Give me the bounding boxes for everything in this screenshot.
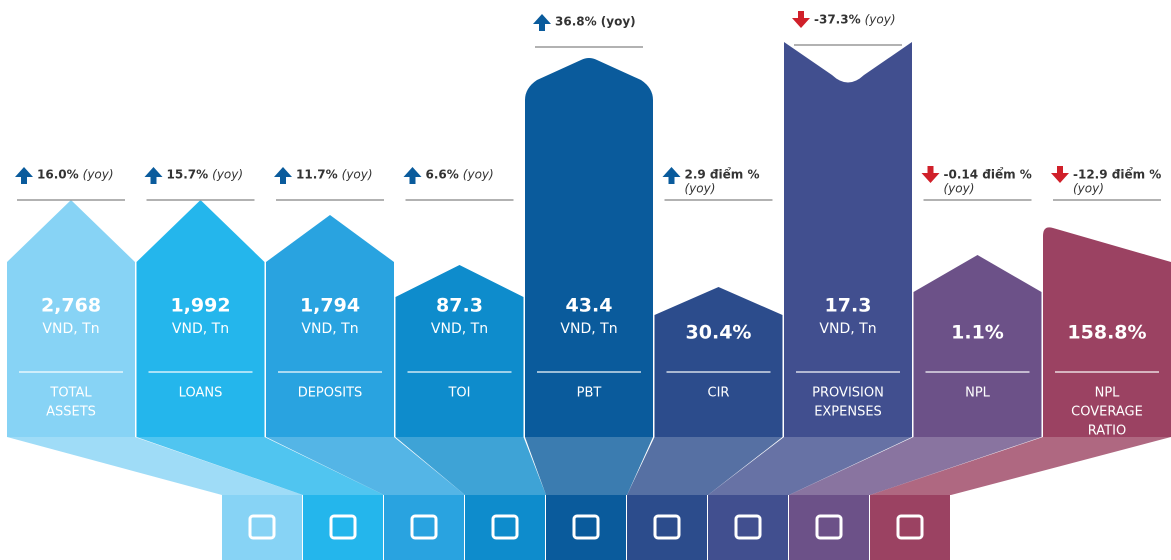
change-note: (yoy) [212,168,243,182]
icon [653,514,681,540]
change-text: 15.7% [167,168,209,182]
unit: VND, Tn [172,321,229,337]
trend-arrow [1051,166,1069,183]
label: PROVISION [812,386,884,401]
change-text: 36.8% (yoy) [555,15,636,29]
label: DEPOSITS [298,386,363,401]
unit: VND, Tn [819,321,876,337]
funnel [870,437,1171,495]
trend-arrow [921,166,940,183]
icon [248,514,276,540]
label: RATIO [1088,424,1126,439]
change-text: 2.9 điểm % [685,167,760,182]
value: 1.1% [951,322,1004,344]
change-note: (yoy) [83,168,114,182]
trend-arrow [144,167,163,184]
column [136,200,265,437]
funnel [136,437,384,495]
value: 2,768 [41,295,101,317]
value: 1,794 [300,295,360,317]
unit: VND, Tn [301,321,358,337]
icon [491,514,519,540]
label: ASSETS [46,405,96,420]
funnel [395,437,546,495]
value: 158.8% [1067,322,1146,344]
change-note: (yoy) [463,168,494,182]
icon [572,514,600,540]
label: LOANS [179,386,223,401]
icon-box [546,495,626,560]
change-text: -0.14 điểm % [944,167,1032,182]
funnel [627,437,783,495]
column [913,255,1042,437]
trend-arrow [662,167,681,184]
label: PBT [577,386,602,401]
change-note: (yoy) [685,182,716,196]
column [784,42,912,437]
label: COVERAGE [1071,405,1143,420]
unit: VND, Tn [560,321,617,337]
column [654,287,783,437]
label: NPL [1095,386,1121,401]
unit: VND, Tn [431,321,488,337]
funnel [708,437,912,495]
icon [815,514,843,540]
icon-box [384,495,464,560]
change-text: 6.6% [426,168,459,182]
change-note: (yoy) [1073,182,1104,196]
column [266,215,394,437]
value: 87.3 [436,295,483,317]
unit: VND, Tn [42,321,99,337]
value: 1,992 [170,295,230,317]
label: EXPENSES [814,405,882,420]
trend-arrow [15,167,33,184]
trend-arrow [403,167,422,184]
change-note: (yoy) [944,182,975,196]
column [1043,227,1171,437]
funnel [789,437,1042,495]
trend-arrow [533,14,551,31]
trend-arrow [792,11,810,28]
value: 17.3 [825,295,872,317]
icon-box [870,495,950,560]
change-text: -37.3% [814,13,861,27]
column [7,200,135,437]
icon [329,514,357,540]
column [395,265,524,437]
funnel [7,437,303,495]
value: 30.4% [686,322,752,344]
change-text: 11.7% [296,168,338,182]
icon-box [303,495,383,560]
icon-box [789,495,869,560]
column [525,58,653,437]
label: CIR [708,386,730,401]
change-note: (yoy) [342,168,373,182]
icon [896,514,924,540]
icon-box [627,495,707,560]
icon [734,514,762,540]
change-note: (yoy) [865,13,896,27]
value: 43.4 [566,295,613,317]
funnel [525,437,653,495]
change-text: 16.0% [37,168,79,182]
icon-box [465,495,545,560]
icon [410,514,438,540]
label: NPL [965,386,991,401]
change-text: -12.9 điểm % [1073,167,1161,182]
icon-box [222,495,302,560]
funnel [266,437,465,495]
icon-box [708,495,788,560]
trend-arrow [274,167,292,184]
label: TOI [447,386,470,401]
label: TOTAL [49,386,92,401]
